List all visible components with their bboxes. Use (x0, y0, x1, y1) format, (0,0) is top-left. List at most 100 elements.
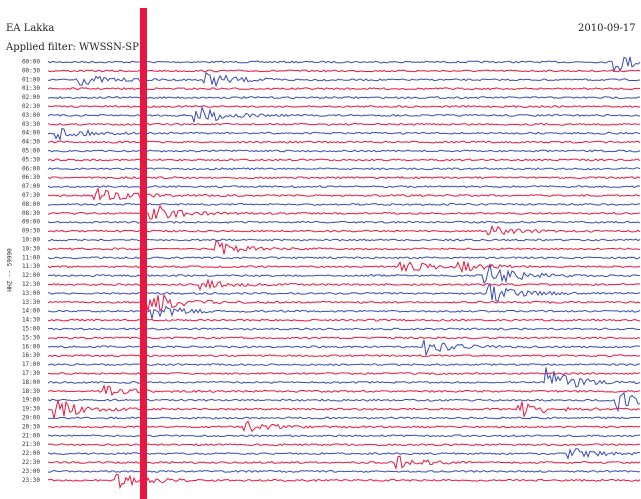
trace (47, 149, 641, 153)
time-label: 13:30 (22, 299, 40, 306)
time-label: 22:30 (22, 459, 40, 466)
time-label: 04:00 (22, 130, 40, 137)
time-label: 01:30 (22, 85, 40, 92)
trace (47, 434, 641, 438)
station-name: EA Lakka (6, 23, 54, 34)
time-label: 15:00 (22, 326, 40, 333)
date-label: 2010-09-17 (578, 23, 636, 34)
filter-label: Applied filter: WWSSN-SP (5, 42, 139, 53)
trace (47, 282, 641, 302)
channel-label: HHZ -- 59990 (7, 248, 14, 292)
trace (47, 122, 641, 126)
time-label: 11:00 (22, 254, 40, 261)
time-label: 23:30 (22, 477, 40, 484)
trace (47, 186, 641, 201)
trace (47, 339, 641, 356)
time-label: 02:30 (22, 103, 40, 110)
time-label: 14:00 (22, 308, 40, 315)
time-label: 09:00 (22, 219, 40, 226)
time-label: 04:30 (22, 139, 40, 146)
trace (47, 127, 641, 142)
trace (47, 104, 641, 108)
trace (47, 240, 641, 255)
time-label: 05:30 (22, 156, 40, 163)
trace (47, 354, 641, 358)
trace (47, 416, 641, 420)
time-label: 06:00 (22, 165, 40, 172)
trace (47, 224, 641, 236)
time-label: 20:30 (22, 423, 40, 430)
time-label: 20:00 (22, 415, 40, 422)
trace (47, 336, 641, 340)
time-label: 10:00 (22, 237, 40, 244)
time-label: 17:30 (22, 370, 40, 377)
trace (48, 400, 641, 419)
trace (47, 260, 641, 274)
trace (47, 204, 641, 220)
trace (47, 69, 641, 73)
time-label: 11:30 (22, 263, 40, 270)
time-label: 19:30 (22, 406, 40, 413)
trace (47, 469, 640, 473)
time-label: 00:00 (22, 59, 40, 66)
time-label: 14:30 (22, 317, 40, 324)
trace (47, 293, 641, 313)
trace (47, 384, 641, 397)
time-label: 06:30 (22, 174, 40, 181)
trace (47, 185, 641, 189)
time-label: 18:30 (22, 388, 40, 395)
time-label: 16:30 (22, 352, 40, 359)
time-label: 13:00 (22, 290, 40, 297)
trace (47, 71, 641, 88)
time-label: 10:30 (22, 245, 40, 252)
time-label: 07:00 (22, 183, 40, 190)
trace (47, 301, 641, 319)
large-event (140, 8, 147, 499)
time-label: 08:00 (22, 201, 40, 208)
time-label: 22:00 (22, 450, 40, 457)
time-label: 17:00 (22, 361, 40, 368)
trace (47, 367, 641, 388)
trace (47, 238, 641, 242)
trace (47, 318, 641, 322)
trace (47, 327, 641, 331)
time-label: 18:00 (22, 379, 40, 386)
trace (47, 448, 641, 460)
time-label: 03:30 (22, 121, 40, 128)
trace (47, 87, 641, 91)
trace (47, 105, 641, 123)
time-label: 19:00 (22, 397, 40, 404)
trace (47, 256, 641, 260)
time-label: 16:00 (22, 343, 40, 350)
time-label: 07:30 (22, 192, 40, 199)
time-label: 21:00 (22, 432, 40, 439)
trace (47, 56, 641, 73)
trace (47, 158, 641, 162)
trace (47, 473, 641, 490)
trace (47, 176, 641, 180)
trace (47, 363, 640, 367)
trace (47, 455, 641, 471)
time-label: 03:00 (22, 112, 40, 119)
trace (47, 140, 641, 144)
time-label: 12:30 (22, 281, 40, 288)
trace (47, 167, 641, 171)
time-label: 05:00 (22, 148, 40, 155)
trace (47, 278, 641, 291)
time-label: 09:30 (22, 228, 40, 235)
time-label: 08:30 (22, 210, 40, 217)
time-label: 12:00 (22, 272, 40, 279)
time-label: 02:00 (22, 94, 40, 101)
time-label: 15:30 (22, 334, 40, 341)
trace (47, 420, 641, 433)
time-label: 21:30 (22, 441, 40, 448)
trace (47, 202, 641, 206)
trace (47, 371, 641, 376)
time-label: 01:00 (22, 76, 40, 83)
trace (47, 443, 641, 447)
trace (47, 220, 641, 224)
time-label: 23:00 (22, 468, 40, 475)
time-label: 00:30 (22, 67, 40, 74)
